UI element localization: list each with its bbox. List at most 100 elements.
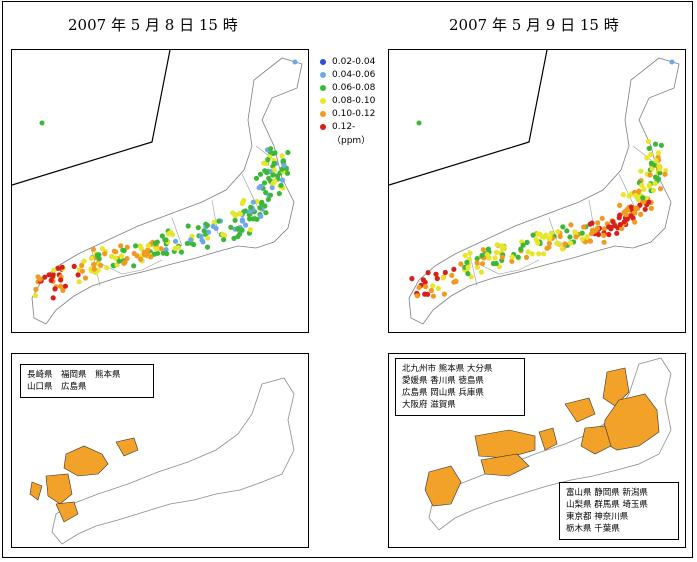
station-dot: [239, 227, 245, 233]
station-dot: [646, 199, 652, 205]
station-dot: [58, 283, 64, 289]
station-dot: [52, 286, 58, 292]
warning-map-may9-svg: [424, 357, 672, 531]
station-dot: [121, 248, 127, 254]
station-dot: [601, 226, 607, 232]
station-dot: [501, 244, 507, 250]
station-dot: [121, 260, 127, 266]
station-dot: [428, 287, 434, 294]
station-dot: [621, 219, 627, 225]
station-dot: [422, 279, 428, 285]
station-dot: [281, 162, 287, 169]
station-dot: [657, 166, 663, 172]
prefecture-line: 栃木県 千葉県: [566, 524, 620, 534]
prefecture-line: 北九州市 熊本県 大分県: [402, 364, 493, 374]
legend-label: 0.12-: [332, 121, 356, 132]
station-dot: [556, 241, 562, 247]
station-dot: [211, 219, 217, 225]
station-dot: [509, 254, 515, 260]
station-dot: [669, 59, 675, 65]
prefecture-line: 長崎県 福岡県 熊本県: [27, 370, 121, 380]
station-dot: [104, 265, 110, 271]
station-dot: [632, 219, 638, 225]
station-dot: [247, 208, 253, 214]
station-dot: [76, 279, 82, 285]
station-dot: [216, 218, 222, 224]
station-dot: [195, 225, 201, 231]
station-dot: [109, 253, 115, 259]
station-dot: [292, 59, 298, 65]
station-dot: [652, 180, 658, 187]
station-dot: [644, 155, 650, 161]
warning-map-may9: 北九州市 熊本県 大分県 愛媛県 香川県 徳島県 広島県 岡山県 兵庫県 大阪府…: [388, 353, 686, 548]
station-dot: [440, 275, 446, 281]
station-dot: [163, 237, 169, 243]
station-dot: [266, 175, 272, 181]
title-may8: 2007 年 5 月 8 日 15 時: [68, 16, 238, 34]
prefecture-line: 愛媛県 香川県 徳島県: [402, 376, 484, 386]
station-dot: [138, 246, 144, 252]
station-dot: [652, 141, 659, 147]
station-dot: [523, 254, 530, 260]
station-dot: [548, 230, 554, 236]
station-dot: [479, 252, 485, 258]
station-dot: [152, 240, 158, 246]
station-dot: [442, 269, 448, 276]
station-dot: [451, 279, 457, 285]
station-dot: [649, 166, 655, 172]
station-dot: [185, 223, 191, 229]
station-dot: [648, 205, 654, 211]
station-dot: [451, 266, 457, 272]
station-dot: [441, 291, 447, 297]
station-dot: [524, 239, 530, 245]
station-dot: [587, 238, 594, 244]
legend-label: 0.04-0.06: [332, 69, 376, 80]
station-dot: [533, 237, 539, 243]
station-dot: [606, 224, 612, 230]
station-dot: [253, 175, 260, 181]
station-dot: [423, 284, 429, 290]
station-dot: [530, 232, 536, 238]
station-dot: [50, 271, 56, 278]
station-dot: [118, 253, 125, 259]
highlight-shizuoka-yamanashi: [580, 425, 612, 455]
legend-label: 0.10-0.12: [332, 108, 376, 119]
station-dot: [228, 224, 234, 230]
station-dot: [172, 245, 178, 251]
station-dot: [250, 199, 256, 205]
station-dot: [430, 293, 436, 299]
station-dot: [231, 235, 237, 241]
prefecture-borders: [91, 145, 275, 287]
station-dot: [232, 217, 238, 223]
station-dot: [37, 276, 43, 282]
station-dot: [48, 277, 54, 283]
title-may9: 2007 年 5 月 9 日 15 時: [449, 16, 619, 34]
ozone-map-may8: [11, 49, 309, 333]
station-dot: [641, 186, 647, 192]
station-dot: [581, 224, 587, 230]
station-dot: [648, 160, 654, 166]
station-dot: [237, 211, 243, 217]
station-dot: [148, 254, 154, 260]
station-dot: [60, 287, 66, 293]
legend-item: 0.02-0.04: [320, 55, 375, 68]
station-dot: [518, 246, 524, 252]
station-dot: [601, 232, 607, 238]
station-dot: [204, 244, 211, 250]
station-dot: [525, 249, 531, 255]
station-dot: [210, 223, 216, 229]
station-dot: [567, 240, 574, 246]
station-dot: [636, 188, 642, 194]
station-dot: [118, 243, 124, 249]
station-dot: [584, 234, 590, 240]
station-dot: [567, 234, 573, 240]
prefecture-line: 広島県 岡山県 兵庫県: [402, 388, 484, 398]
warning-prefecture-list-may9-west: 北九州市 熊本県 大分県 愛媛県 香川県 徳島県 広島県 岡山県 兵庫県 大阪府…: [395, 358, 525, 416]
station-dot: [610, 219, 616, 225]
legend-swatch: [320, 71, 326, 78]
station-dot: [547, 235, 553, 241]
station-dot: [113, 255, 119, 261]
station-dot: [628, 204, 634, 210]
station-dot: [172, 238, 179, 244]
